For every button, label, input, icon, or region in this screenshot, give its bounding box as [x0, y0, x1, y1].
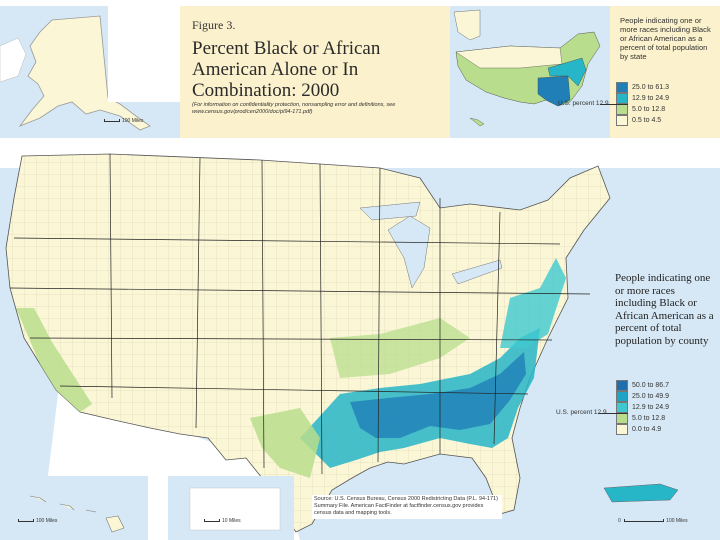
county-legend-row: 50.0 to 86.7 — [616, 380, 669, 391]
dc-shape — [189, 487, 281, 531]
county-legend-row: 25.0 to 49.9 — [616, 391, 669, 402]
puerto-rico-shape — [603, 483, 679, 503]
figure-title: Percent Black or African American Alone … — [192, 38, 381, 101]
alaska-shape — [18, 15, 151, 131]
alaska-inset: 100 Miles — [0, 6, 180, 138]
state-legend-row: 12.9 to 24.9 — [616, 93, 669, 104]
alaska-map — [0, 6, 180, 131]
state-legend-swatch — [616, 93, 628, 104]
source-note: Source: U.S. Census Bureau, Census 2000 … — [312, 495, 502, 519]
state-legend-label: 12.9 to 24.9 — [632, 95, 669, 102]
texas-band — [250, 408, 320, 478]
county-legend-label: 50.0 to 86.7 — [632, 382, 669, 389]
alaska-west-land — [0, 37, 27, 83]
county-legend-label: 25.0 to 49.9 — [632, 393, 669, 400]
state-legend-swatch — [616, 115, 628, 126]
canada-land — [108, 6, 180, 102]
state-us-percent-line — [600, 104, 628, 105]
state-map-mid — [547, 57, 587, 87]
dc-scale: 10 Miles — [204, 518, 241, 524]
county-map-svg — [0, 138, 720, 540]
hawaii-scale: 100 Miles — [18, 518, 57, 524]
puerto-rico-scale: 0 100 Miles — [618, 518, 688, 524]
county-us-percent-label: U.S. percent 12.9 — [556, 409, 607, 416]
state-legend-label: 0.5 to 4.5 — [632, 117, 662, 124]
state-us-percent-label: U.S. percent 12.9 — [558, 100, 609, 107]
county-legend-swatch — [616, 402, 628, 413]
state-legend-panel: People indicating one or more races incl… — [450, 6, 720, 138]
state-legend-swatch — [616, 82, 628, 93]
state-map — [450, 6, 610, 138]
lake-erie — [451, 259, 503, 285]
county-legend-row: 0.0 to 4.9 — [616, 424, 661, 435]
county-map: People indicating one or more races incl… — [0, 138, 720, 540]
figure-note: (For information on confidentiality prot… — [192, 102, 396, 115]
state-legend-swatch — [616, 104, 628, 115]
county-legend-title: People indicating one or more races incl… — [615, 272, 714, 347]
title-panel: Figure 3. Percent Black or African Ameri… — [180, 6, 450, 138]
county-legend-row: 12.9 to 24.9 — [616, 402, 669, 413]
county-legend-label: 5.0 to 12.8 — [632, 415, 666, 422]
midwest-band — [330, 318, 470, 378]
lake-superior — [359, 201, 421, 221]
county-legend-swatch — [616, 413, 628, 424]
state-map-hawaii — [469, 117, 485, 127]
southeast-core — [350, 352, 526, 438]
state-legend-row: 25.0 to 61.3 — [616, 82, 669, 93]
county-legend-label: 0.0 to 4.9 — [632, 426, 662, 433]
mid-atlantic-band — [500, 258, 566, 348]
state-legend-row: 0.5 to 4.5 — [616, 115, 661, 126]
state-legend-label: 25.0 to 61.3 — [632, 84, 669, 91]
figure-label: Figure 3. — [192, 18, 236, 32]
hawaii-inset-frame — [0, 476, 148, 540]
county-legend-row: 5.0 to 12.8 — [616, 413, 665, 424]
county-legend-swatch — [616, 424, 628, 435]
county-us-percent-line — [598, 413, 628, 414]
state-legend-row: 5.0 to 12.8 — [616, 104, 665, 115]
state-legend-label: 5.0 to 12.8 — [632, 106, 666, 113]
state-borders — [9, 153, 591, 475]
county-legend-swatch — [616, 391, 628, 402]
alaska-scale: 100 Miles — [104, 118, 143, 124]
county-legend-swatch — [616, 380, 628, 391]
state-legend-title: People indicating one or more races incl… — [620, 16, 711, 61]
state-map-alaska — [453, 9, 481, 41]
county-legend-label: 12.9 to 24.9 — [632, 404, 669, 411]
hawaii-islands — [29, 495, 125, 533]
